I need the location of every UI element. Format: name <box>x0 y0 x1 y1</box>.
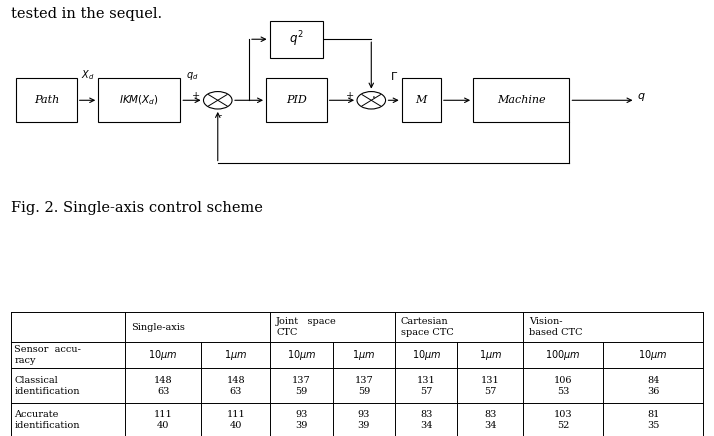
Text: Cartesian
space CTC: Cartesian space CTC <box>401 317 453 337</box>
Text: 111
40: 111 40 <box>154 409 173 430</box>
Text: 148
63: 148 63 <box>226 376 245 396</box>
Text: Machine: Machine <box>497 95 545 105</box>
Circle shape <box>203 92 232 109</box>
Text: 137
59: 137 59 <box>292 376 311 396</box>
FancyBboxPatch shape <box>99 78 180 122</box>
Text: $10\mu m$: $10\mu m$ <box>149 348 178 362</box>
FancyBboxPatch shape <box>401 78 441 122</box>
Text: 93
39: 93 39 <box>296 409 308 430</box>
Text: Joint   space
CTC: Joint space CTC <box>276 317 337 337</box>
FancyBboxPatch shape <box>473 78 570 122</box>
Text: PID: PID <box>286 95 307 105</box>
Text: Fig. 2. Single-axis control scheme: Fig. 2. Single-axis control scheme <box>11 201 263 215</box>
Text: 103
52: 103 52 <box>554 409 573 430</box>
Text: $IKM(X_d)$: $IKM(X_d)$ <box>119 93 159 107</box>
Text: $10\mu m$: $10\mu m$ <box>287 348 316 362</box>
Circle shape <box>357 92 386 109</box>
Text: $1\mu m$: $1\mu m$ <box>352 348 376 362</box>
Text: 131
57: 131 57 <box>417 376 436 396</box>
Text: 111
40: 111 40 <box>226 409 245 430</box>
Text: $q^2$: $q^2$ <box>289 30 303 49</box>
Text: Sensor  accu-
racy: Sensor accu- racy <box>14 345 81 365</box>
Text: Classical
identification: Classical identification <box>14 376 80 396</box>
Text: 93
39: 93 39 <box>358 409 370 430</box>
Text: Vision-
based CTC: Vision- based CTC <box>529 317 583 337</box>
Text: -: - <box>218 111 221 120</box>
Text: $1\mu m$: $1\mu m$ <box>224 348 248 362</box>
Text: $10\mu m$: $10\mu m$ <box>638 348 668 362</box>
Text: $X_d$: $X_d$ <box>81 68 94 82</box>
Text: $\Gamma$: $\Gamma$ <box>390 70 398 82</box>
Text: Accurate
identification: Accurate identification <box>14 409 80 430</box>
FancyBboxPatch shape <box>270 20 323 58</box>
Text: $10\mu m$: $10\mu m$ <box>411 348 441 362</box>
Text: 81
35: 81 35 <box>647 409 659 430</box>
Text: $1\mu m$: $1\mu m$ <box>478 348 502 362</box>
Text: $q_d$: $q_d$ <box>186 70 198 82</box>
Text: 83
34: 83 34 <box>484 409 496 430</box>
Text: Path: Path <box>34 95 59 105</box>
Text: ·: · <box>371 92 376 105</box>
Text: tested in the sequel.: tested in the sequel. <box>11 7 162 20</box>
Text: 148
63: 148 63 <box>154 376 172 396</box>
Text: 84
36: 84 36 <box>647 376 659 396</box>
FancyBboxPatch shape <box>16 78 77 122</box>
FancyBboxPatch shape <box>266 78 327 122</box>
Text: 131
57: 131 57 <box>481 376 500 396</box>
Text: 83
34: 83 34 <box>420 409 433 430</box>
Text: M: M <box>416 95 427 105</box>
Text: +: + <box>346 91 354 99</box>
Text: $q$: $q$ <box>637 91 645 103</box>
Text: Single-axis: Single-axis <box>131 323 185 331</box>
Text: 106
53: 106 53 <box>554 376 573 396</box>
Text: $100\mu m$: $100\mu m$ <box>545 348 581 362</box>
Text: +: + <box>192 91 201 99</box>
Text: 137
59: 137 59 <box>355 376 373 396</box>
